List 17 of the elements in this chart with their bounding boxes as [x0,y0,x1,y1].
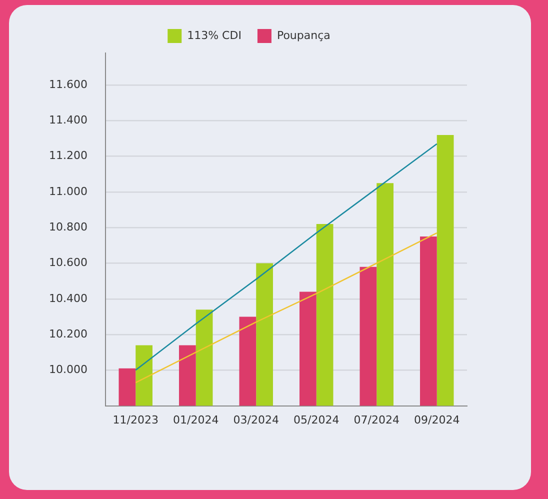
x-tick-label: 03/2024 [233,413,279,426]
y-tick-label: 10.000 [48,363,88,376]
x-tick-label: 07/2024 [354,413,400,426]
x-tick-label: 09/2024 [414,413,460,426]
y-tick-label: 11.600 [48,78,88,91]
legend-label: Poupança [276,28,330,42]
legend-label: 113% CDI [187,28,242,42]
y-tick-label: 10.200 [48,327,88,340]
x-tick-label: 05/2024 [294,413,340,426]
y-tick-label: 10.600 [48,256,88,270]
y-tick-label: 11.400 [48,114,88,127]
y-tick-label: 10.800 [48,220,88,234]
x-tick-label: 01/2024 [173,413,219,426]
y-tick-label: 10.400 [48,292,88,305]
y-tick-label: 11.200 [48,149,88,162]
y-tick-label: 11.000 [48,184,88,198]
x-tick-label: 11/2023 [112,413,158,426]
